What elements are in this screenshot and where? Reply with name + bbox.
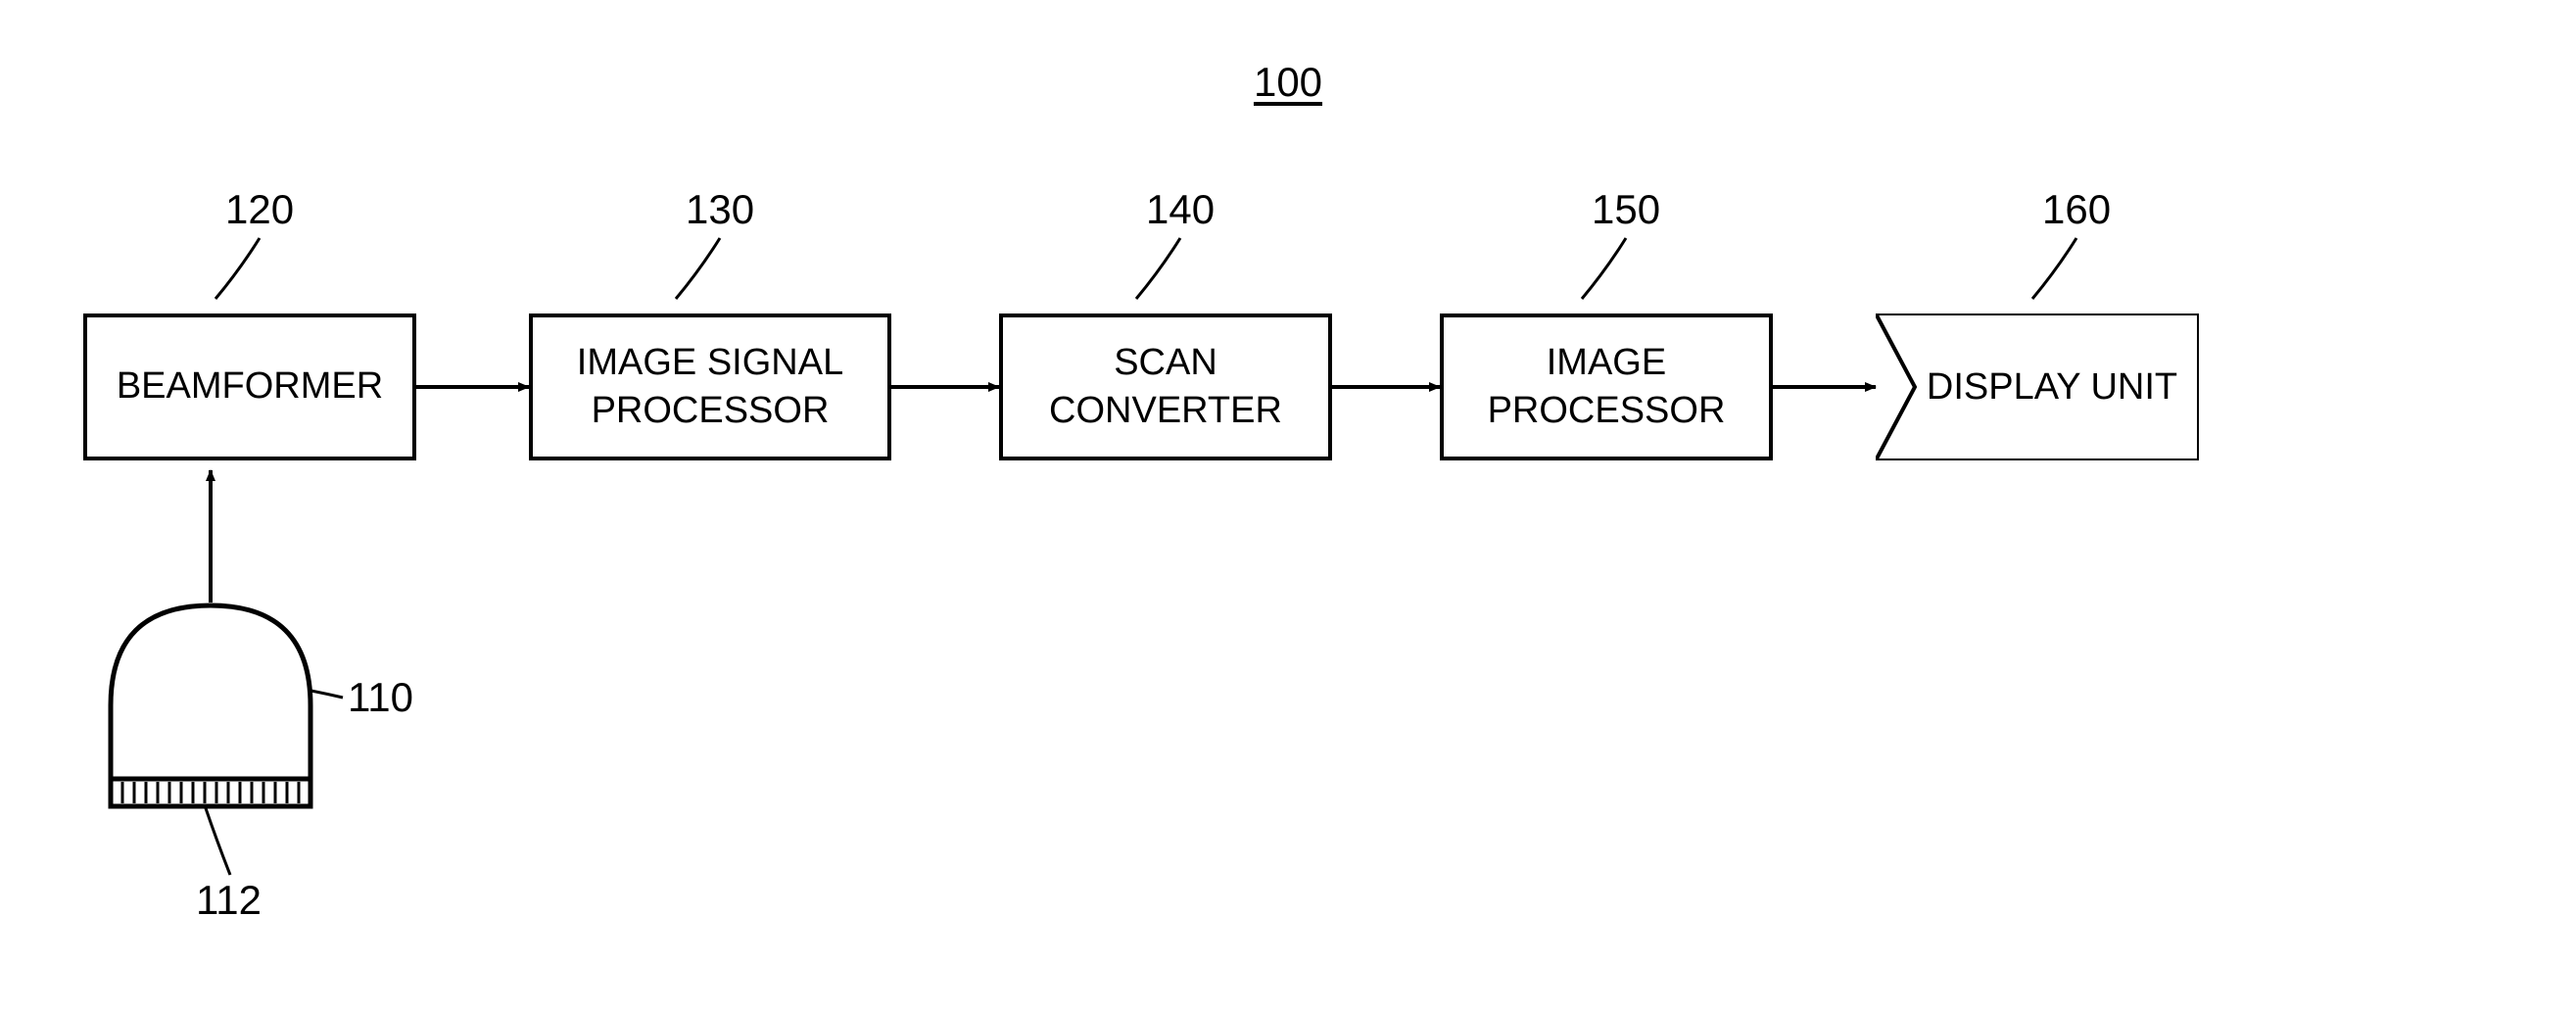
ref-130: 130 — [686, 186, 754, 233]
display-unit-block: DISPLAY UNIT — [1876, 314, 2199, 460]
diagram-title: 100 — [1254, 59, 1322, 106]
probe-shape — [111, 605, 310, 806]
ref-110: 110 — [348, 674, 413, 721]
image-processor-block: IMAGE PROCESSOR — [1440, 314, 1773, 460]
beamformer-block: BEAMFORMER — [83, 314, 416, 460]
leader-130 — [676, 238, 720, 299]
leader-160 — [2032, 238, 2076, 299]
diagram-svg-overlay — [0, 0, 2576, 1013]
image-signal-processor-block: IMAGE SIGNAL PROCESSOR — [529, 314, 891, 460]
leader-112 — [206, 808, 230, 875]
display-unit-label: DISPLAY UNIT — [1897, 366, 2177, 409]
leader-120 — [215, 238, 260, 299]
ref-150: 150 — [1592, 186, 1660, 233]
leader-110 — [284, 686, 343, 698]
scan-converter-block: SCAN CONVERTER — [999, 314, 1332, 460]
ref-112: 112 — [196, 877, 262, 924]
ref-160: 160 — [2042, 186, 2111, 233]
leader-140 — [1136, 238, 1180, 299]
block-diagram: 100 120 130 140 150 160 110 112 BEAMFORM… — [0, 0, 2576, 1013]
leader-150 — [1582, 238, 1626, 299]
ref-140: 140 — [1146, 186, 1215, 233]
ref-120: 120 — [225, 186, 294, 233]
